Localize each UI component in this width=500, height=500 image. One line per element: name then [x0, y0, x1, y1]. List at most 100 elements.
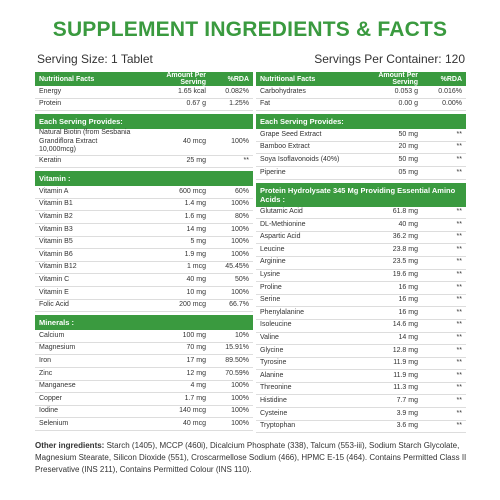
amount: 1.7 mg — [184, 394, 206, 402]
table-row: Natural Biotin (from Sesbania Grandiflor… — [35, 129, 253, 156]
section-title: Protein Hydrolysate 345 Mg Providing Ess… — [256, 182, 466, 207]
table-row: Vitamin B6 1.9 mg 100% — [35, 249, 253, 262]
item-name: Alanine — [260, 371, 284, 379]
amount: 11.9 mg — [393, 371, 418, 379]
rda: 0.016% — [438, 87, 462, 95]
rda: ** — [456, 220, 462, 228]
amount: 40 mcg — [183, 137, 206, 145]
table-row: Protein 0.67 g 1.25% — [35, 99, 253, 112]
amount: 36.2 mg — [392, 233, 418, 241]
rda: ** — [456, 143, 462, 151]
rda: ** — [456, 397, 462, 405]
rda: 45.45% — [225, 263, 249, 271]
rda: ** — [456, 130, 462, 138]
table-row: Folic Acid 200 mcg 66.7% — [35, 300, 253, 313]
table-row: Lysine 19.6 mg ** — [256, 270, 466, 283]
table-row: Isoleucine 14.6 mg ** — [256, 320, 466, 333]
table-row: Iron 17 mg 89.50% — [35, 355, 253, 368]
item-name: Lysine — [260, 271, 280, 279]
table-row: Vitamin B1 1.4 mg 100% — [35, 199, 253, 212]
amount: 11.9 mg — [393, 359, 418, 367]
table-row: Vitamin B2 1.6 mg 80% — [35, 211, 253, 225]
rda: 80% — [234, 213, 249, 221]
item-name: Glutamic Acid — [260, 208, 303, 216]
item-name: Copper — [39, 394, 62, 402]
rda: 10% — [234, 331, 249, 339]
table-row: Carbohydrates 0.053 g 0.016% — [256, 86, 466, 99]
item-name: Calcium — [39, 331, 65, 339]
amount: 61.8 mg — [392, 208, 418, 216]
amount: 1.6 mg — [184, 213, 206, 221]
amount: 3.9 mg — [396, 409, 418, 417]
table-row: Vitamin E 10 mg 100% — [35, 287, 253, 300]
item-name: Bamboo Extract — [260, 143, 310, 151]
serving-size: Serving Size: 1 Tablet — [37, 52, 153, 66]
rda: 1.25% — [229, 100, 249, 108]
item-name: Vitamin B6 — [39, 250, 73, 258]
amount: 11.3 mg — [393, 384, 418, 392]
table-row: Cysteine 3.9 mg ** — [256, 408, 466, 421]
item-name: Folic Acid — [39, 301, 69, 309]
rda: ** — [456, 371, 462, 379]
item-name: Protein — [39, 100, 62, 108]
item-name: Vitamin C — [39, 275, 70, 283]
amount: 19.6 mg — [392, 271, 418, 279]
rda: 89.50% — [225, 356, 249, 364]
amount: 1.9 mg — [184, 250, 206, 258]
item-name: Arginine — [260, 258, 286, 266]
table-row: Zinc 12 mg 70.59% — [35, 368, 253, 381]
rda: ** — [456, 296, 462, 304]
header-cell: Nutritional Facts — [260, 75, 316, 83]
amount: 1.65 kcal — [177, 87, 206, 95]
amount: 3.6 mg — [396, 422, 418, 430]
rda: 100% — [231, 238, 249, 246]
amount: 25 mg — [186, 157, 206, 165]
table-row: Glutamic Acid 61.8 mg ** — [256, 207, 466, 220]
rda: ** — [456, 384, 462, 392]
amount: 20 mg — [398, 143, 418, 151]
rda: ** — [456, 258, 462, 266]
item-name: Soya Isoflavonoids (40%) — [260, 155, 340, 163]
table-row: Vitamin B12 1 mcg 45.45% — [35, 262, 253, 275]
item-name: Leucine — [260, 245, 285, 253]
table-row: Magnesium 70 mg 15.91% — [35, 343, 253, 356]
header-cell: Amount Per Serving — [166, 72, 206, 86]
item-name: Tyrosine — [260, 359, 287, 367]
item-name: Valine — [260, 334, 279, 342]
rda: 100% — [231, 225, 249, 233]
table-row: Phenylalanine 16 mg ** — [256, 307, 466, 320]
table-row: Fat 0.00 g 0.00% — [256, 99, 466, 112]
amount: 17 mg — [186, 356, 206, 364]
amount: 12 mg — [186, 369, 206, 377]
amount: 0.00 g — [398, 100, 418, 108]
table-row: Bamboo Extract 20 mg ** — [256, 142, 466, 155]
title: SUPPLEMENT INGREDIENTS & FACTS — [52, 18, 448, 41]
item-name: Vitamin A — [39, 187, 69, 195]
header-cell: %RDA — [227, 75, 249, 83]
table-row: Grape Seed Extract 50 mg ** — [256, 129, 466, 142]
table-row: Glycine 12.8 mg ** — [256, 345, 466, 358]
item-name: Keratin — [39, 157, 62, 165]
amount: 7.7 mg — [396, 397, 418, 405]
item-name: Vitamin B3 — [39, 225, 73, 233]
footer-label: Other ingredients: — [35, 441, 105, 450]
amount: 200 mcg — [179, 301, 206, 309]
item-name: Energy — [39, 87, 62, 95]
amount: 100 mg — [182, 331, 206, 339]
rda: ** — [456, 422, 462, 430]
amount: 12.8 mg — [392, 346, 418, 354]
amount: 70 mg — [186, 344, 206, 352]
table-header: Nutritional Facts Amount Per Serving %RDA — [35, 72, 253, 86]
rda: 0.082% — [225, 87, 249, 95]
item-name: Aspartic Acid — [260, 233, 301, 241]
item-name: Natural Biotin (from Sesbania Grandiflor… — [39, 129, 131, 154]
table-row: Leucine 23.8 mg ** — [256, 244, 466, 257]
servings-per-container: Servings Per Container: 120 — [314, 52, 465, 66]
rda: 100% — [231, 382, 249, 390]
rda: ** — [456, 334, 462, 342]
table-row: Serine 16 mg ** — [256, 295, 466, 308]
table-row: Arginine 23.5 mg ** — [256, 257, 466, 270]
table-row: Calcium 100 mg 10% — [35, 330, 253, 343]
amount: 16 mg — [398, 308, 418, 316]
header-cell: Nutritional Facts — [39, 75, 95, 83]
